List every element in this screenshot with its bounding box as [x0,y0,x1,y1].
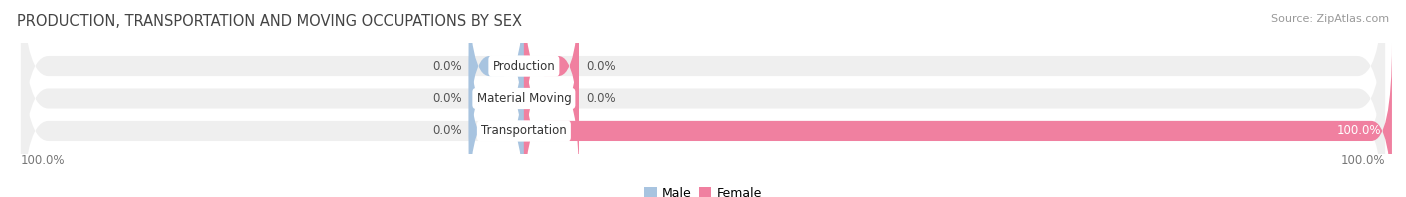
Text: Material Moving: Material Moving [477,92,571,105]
FancyBboxPatch shape [524,0,579,153]
FancyBboxPatch shape [468,44,524,197]
FancyBboxPatch shape [468,11,524,186]
Text: 100.0%: 100.0% [1340,154,1385,167]
Text: 0.0%: 0.0% [432,92,463,105]
Text: 100.0%: 100.0% [21,154,66,167]
Text: Transportation: Transportation [481,125,567,138]
FancyBboxPatch shape [21,11,1385,197]
FancyBboxPatch shape [524,11,579,186]
FancyBboxPatch shape [21,0,1385,186]
Text: 0.0%: 0.0% [586,59,616,72]
Text: 0.0%: 0.0% [432,59,463,72]
FancyBboxPatch shape [468,0,524,153]
Text: Production: Production [492,59,555,72]
FancyBboxPatch shape [21,0,1385,197]
Text: Source: ZipAtlas.com: Source: ZipAtlas.com [1271,14,1389,24]
Text: 0.0%: 0.0% [586,92,616,105]
Legend: Male, Female: Male, Female [640,182,766,197]
Text: 100.0%: 100.0% [1337,125,1382,138]
FancyBboxPatch shape [524,44,1392,197]
Text: 0.0%: 0.0% [432,125,463,138]
Text: PRODUCTION, TRANSPORTATION AND MOVING OCCUPATIONS BY SEX: PRODUCTION, TRANSPORTATION AND MOVING OC… [17,14,522,29]
